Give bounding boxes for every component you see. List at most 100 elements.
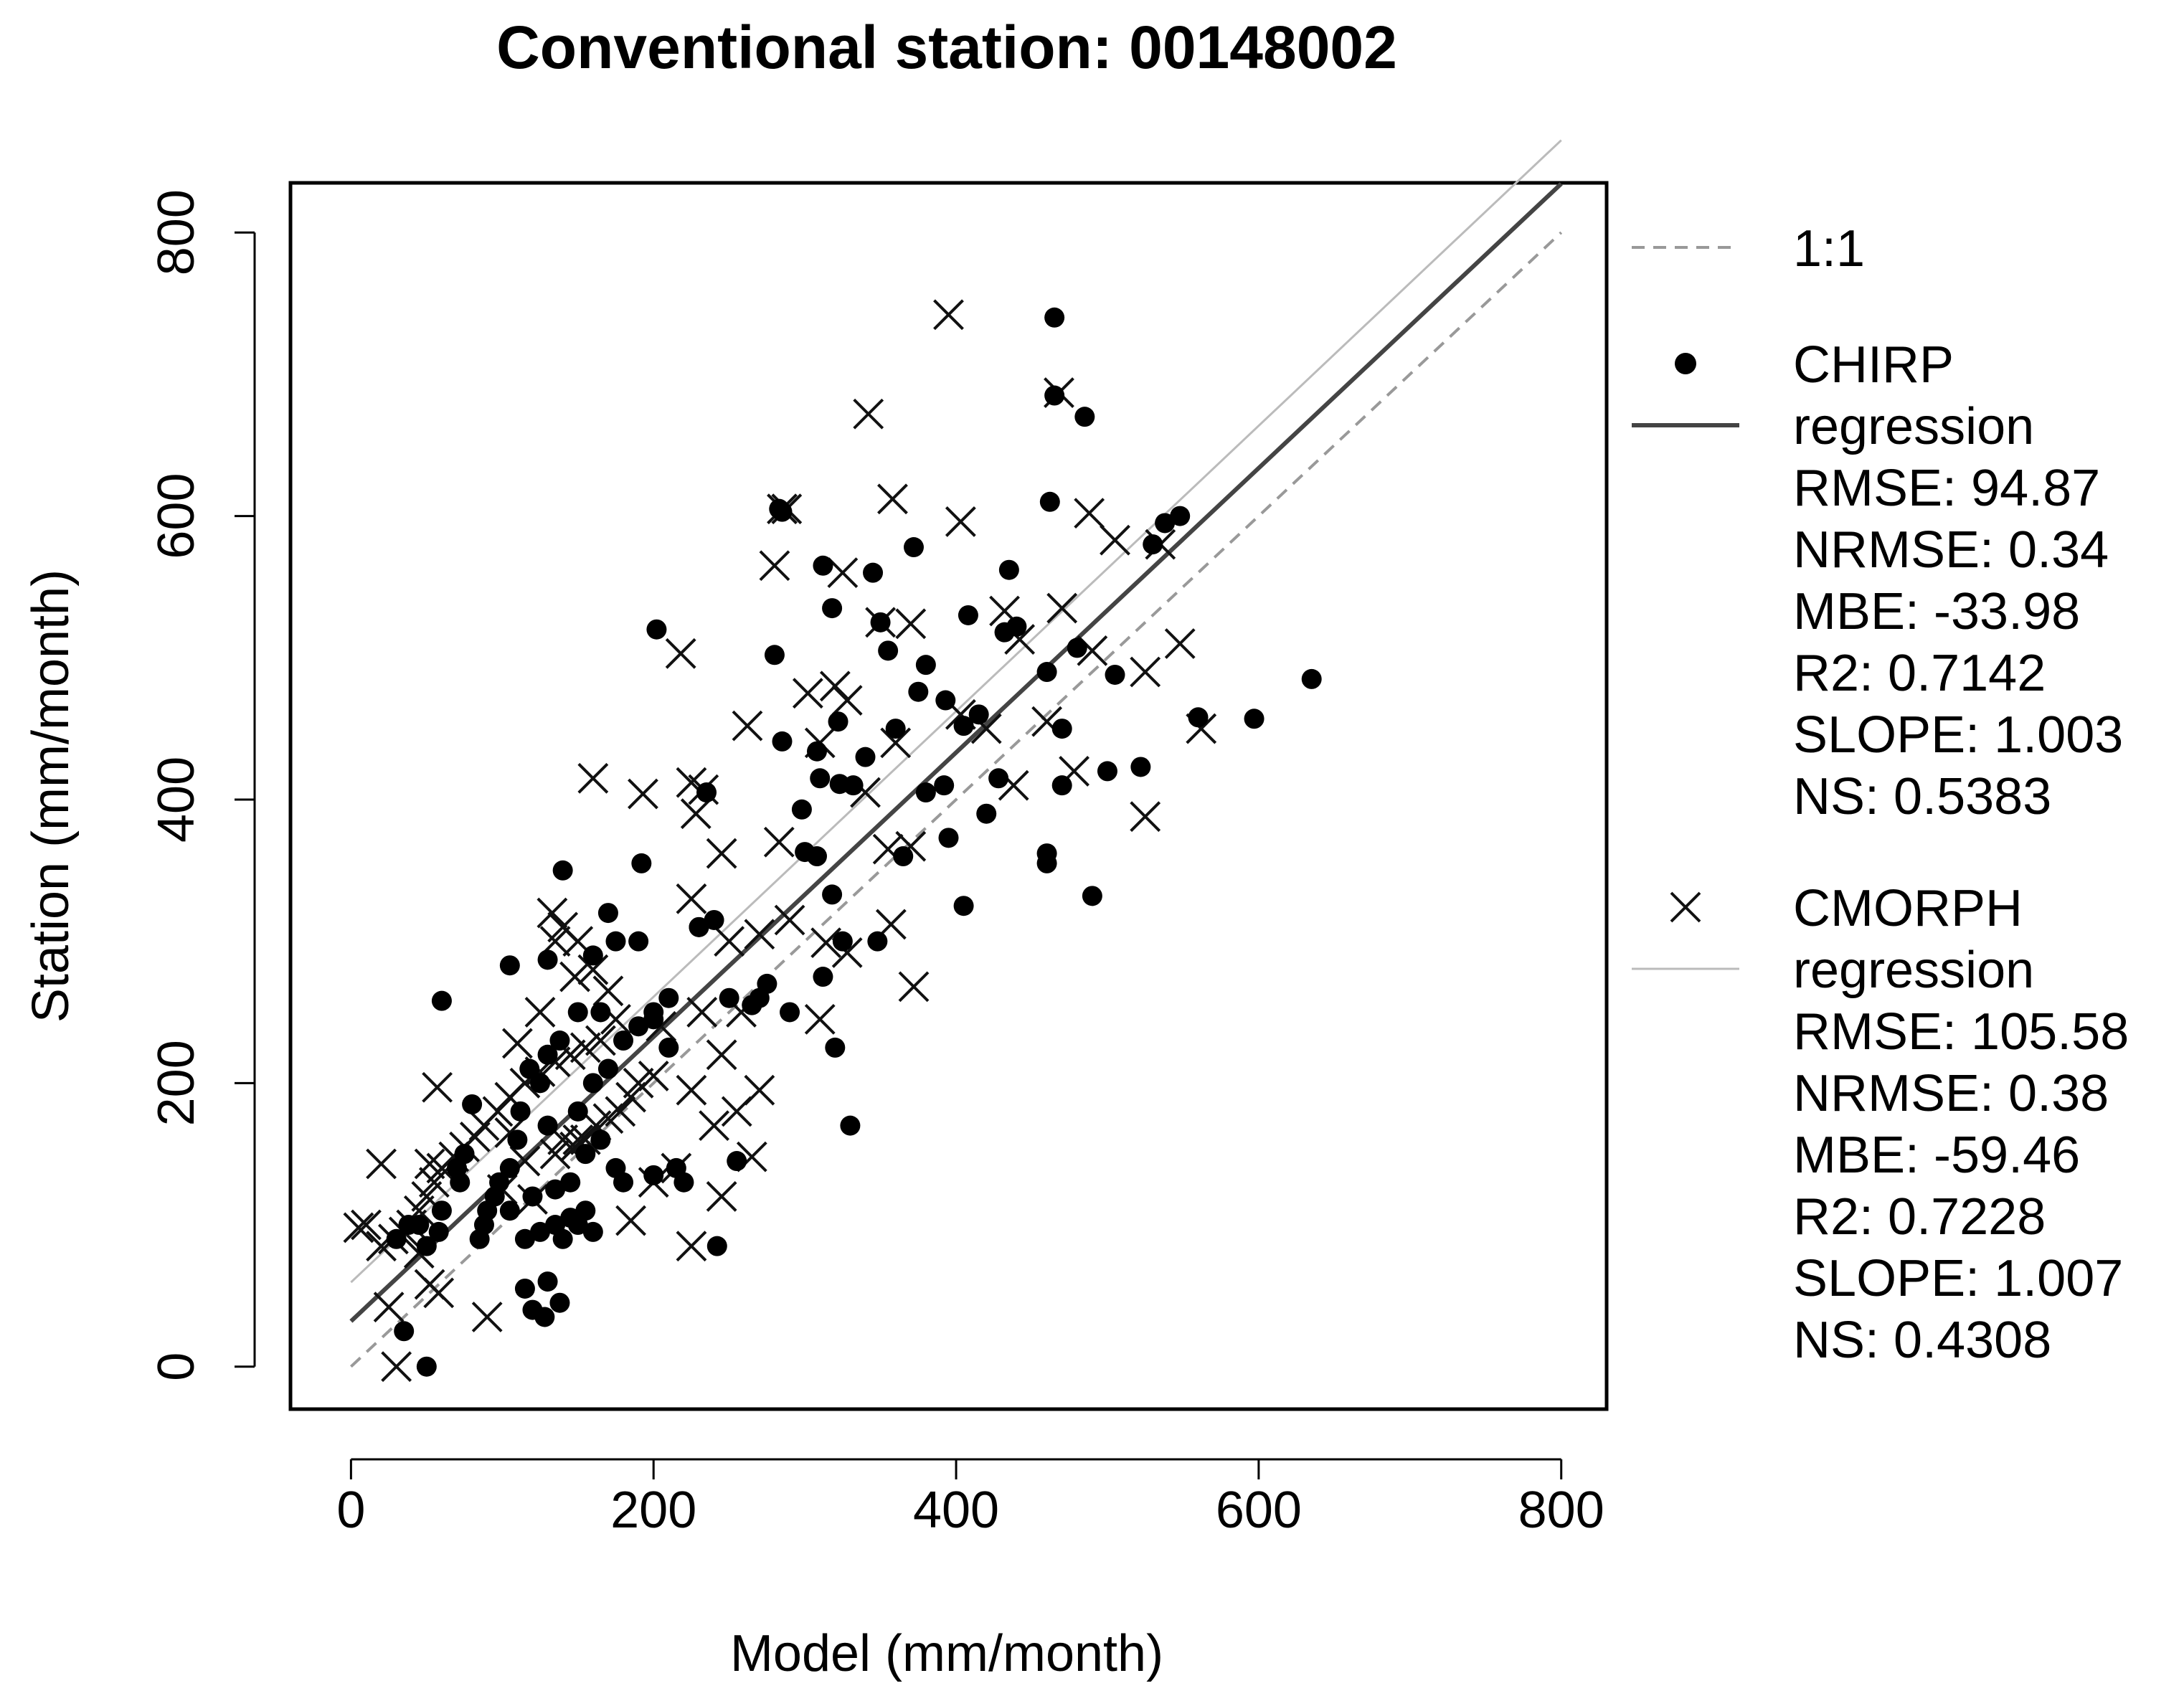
cross-stroke [585,1025,616,1056]
cmorph-point [744,1074,775,1106]
cmorph-point [819,671,851,702]
cmorph-point [699,1110,729,1142]
cross-stroke [646,1010,677,1042]
chirp-point [590,1129,611,1150]
chirp-point [582,1073,603,1094]
cmorph-point [615,1205,646,1236]
cross-stroke [680,798,712,830]
cross-stroke [1077,635,1108,666]
cmorph-point [933,299,964,331]
chirp-point [757,973,777,994]
chirp-point [953,716,974,736]
cross-stroke [774,904,805,936]
y-tick-label: 200 [148,1040,205,1126]
cmorph-point [774,904,805,936]
chirp-point [1044,307,1065,328]
cross-stroke [471,1302,503,1332]
chirp-point [822,598,843,619]
chirp-point [575,1144,596,1165]
cross-stroke [1130,656,1161,688]
cross-stroke [577,954,609,985]
cross-stroke [877,483,908,515]
cross-stroke [536,897,568,929]
cmorph-point [351,1209,382,1241]
legend-cmorph-marker [1670,891,1701,923]
chirp-point [825,1037,846,1058]
cross-stroke [381,1351,412,1383]
chirp-point [560,1172,581,1193]
legend-chirp-marker [1675,353,1696,374]
chirp-point [807,741,827,762]
chirp-point [885,719,906,739]
cross-stroke [831,937,863,968]
chirp-point [450,1172,471,1193]
cross-stroke [366,1148,397,1180]
cmorph-point [714,926,745,957]
cross-stroke [732,710,763,741]
cross-stroke [686,997,718,1028]
chirp-point [1051,775,1072,796]
cmorph-point [676,1074,707,1106]
cross-stroke [600,1003,631,1035]
chirp-point [605,931,626,952]
chirp-point [431,1200,452,1221]
chirp-point [643,1002,664,1023]
cross-stroke [880,727,912,759]
cross-stroke [945,698,976,730]
cmorph-point [381,1351,412,1383]
cross-stroke [559,961,590,992]
chirp-point [537,1044,558,1065]
cross-stroke [501,1028,533,1059]
chirp-point [855,747,876,767]
cmorph-point [366,1148,397,1180]
cmorph-point [763,826,795,858]
chirp-point [1036,662,1057,683]
cross-stroke [998,769,1029,801]
chirp-point [545,1215,566,1236]
cross-stroke [1670,891,1701,923]
cmorph-point [422,1071,453,1103]
chirp-point [510,1101,531,1122]
cross-stroke [853,398,884,430]
chirp-point [673,1172,694,1193]
chirp-point [613,1172,634,1193]
cross-stroke [933,299,964,331]
cross-stroke [423,1277,455,1309]
chirp-point [416,1356,437,1377]
cross-stroke [706,838,737,869]
chirp-point [560,1208,581,1228]
cross-stroke [819,671,851,702]
cross-stroke [547,1124,579,1155]
x-tick-label: 600 [1216,1482,1302,1539]
legend-stat: NS: 0.5383 [1793,768,2051,825]
chirp-point [416,1236,437,1256]
chirp-point [867,931,888,952]
y-tick-label: 800 [148,189,205,275]
chirp-point [462,1094,483,1114]
chirp-point [398,1215,419,1236]
cmorph-point [414,1148,445,1180]
cross-stroke [872,833,904,865]
cross-stroke [810,927,842,959]
chirp-point [968,704,989,725]
chirp-point [780,1002,800,1023]
cross-stroke [554,1039,586,1071]
cmorph-point [1164,628,1196,659]
chirp-point [613,1030,634,1051]
chirp-point [742,995,762,1015]
chirp-point [938,828,959,848]
legend-stat: MBE: -33.98 [1793,583,2080,640]
chirp-point [537,949,558,970]
chirp-point [935,690,956,711]
cross-stroke [562,926,594,957]
cross-stroke [970,713,1002,744]
cmorph-point [895,608,927,640]
chirp-point [764,645,785,665]
x-tick-label: 200 [610,1482,696,1539]
axes: 0 200 400 600 800 0 200 400 600 800 [148,189,1604,1539]
cmorph-point [418,1167,450,1198]
cross-stroke [351,1209,382,1241]
plot-frame [288,181,1609,1411]
chirp-point [549,1292,570,1313]
cmorph-point [536,897,568,929]
